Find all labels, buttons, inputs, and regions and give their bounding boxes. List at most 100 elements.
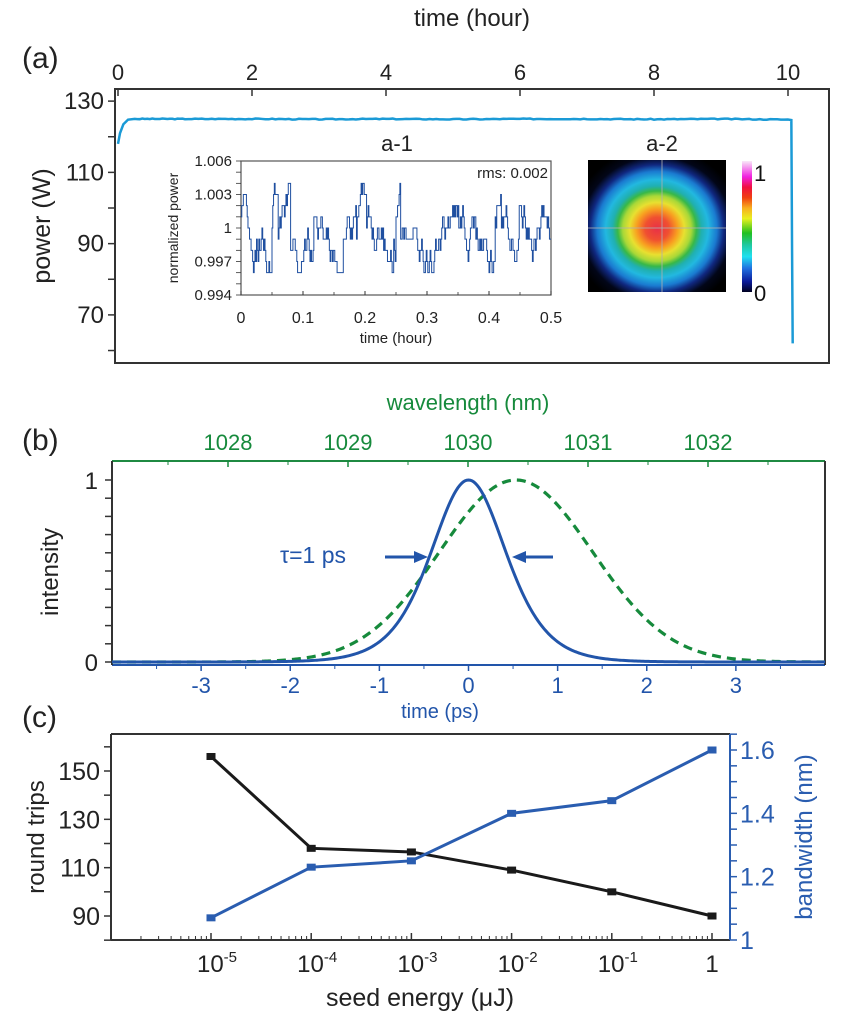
panel-a-xtick-label: 6 (514, 60, 526, 85)
panel-b-xtick-label: -2 (280, 673, 300, 698)
bandwidth-marker (507, 809, 517, 817)
inset-a1-xtick-label: 0 (237, 310, 246, 327)
inset-a1-ylabel: normalized power (165, 172, 181, 283)
inset-a1-xlabel: time (hour) (360, 330, 433, 347)
panel-c-y2tick-label: 1.4 (740, 800, 775, 828)
inset-a1-ytick-label: 0.994 (194, 287, 232, 304)
round-trips-marker (607, 888, 617, 896)
beam-profile-image (588, 160, 726, 292)
panel-b-xtick-label: -1 (370, 673, 390, 698)
panel-c-series (206, 746, 717, 922)
panel-b-spectrum-curve (112, 478, 826, 664)
panel-c-y2tick-label: 1.6 (740, 737, 775, 765)
panel-a-ytick-label: 110 (66, 159, 104, 186)
panel-c-ytick-label: 90 (72, 903, 100, 931)
bandwidth-marker (206, 914, 216, 922)
panel-label-a: (a) (22, 42, 59, 75)
panel-c-ticks: 10-5 10-4 10-3 10-2 10-1 1 90 110 130 150 1 1.2 1.4 1… (58, 733, 775, 978)
panel-c-ylabel: round trips (23, 780, 50, 893)
round-trips-marker (406, 848, 416, 856)
panel-c-ytick-label: 150 (58, 758, 100, 786)
inset-a1-ytick-label: 1.003 (194, 187, 232, 204)
bandwidth-marker (306, 863, 316, 871)
panel-b: -3 -2 -1 0 1 2 3 1028 1029 1030 1031 1032 0 1 wavelen… (37, 390, 826, 723)
panel-b-ylabel: intensity (37, 528, 64, 616)
panel-label-c: (c) (22, 701, 57, 734)
inset-a1-xtick-label: 0.4 (478, 310, 500, 327)
panel-b-x2label: wavelength (nm) (386, 390, 550, 415)
panel-c-xtick-exponent: -3 (424, 949, 437, 966)
panel-a-power-trace (116, 117, 794, 344)
panel-c-xlabel: seed energy (μJ) (326, 984, 514, 1012)
panel-a-x-ticks: 0 2 4 6 8 10 (112, 60, 800, 96)
inset-a1-label: a-1 (381, 131, 413, 156)
panel-b-x2tick-label: 1032 (684, 430, 733, 455)
round-trips-marker (507, 866, 517, 874)
colorbar-min-label: 0 (754, 281, 766, 306)
panel-b-ytick-label: 0 (85, 650, 98, 677)
inset-a1-xtick-label: 0.5 (540, 310, 562, 327)
bandwidth-marker (707, 746, 717, 754)
panel-a-y-ticks: 70 90 110 130 (64, 88, 115, 352)
inset-a1-xtick-label: 0.2 (354, 310, 376, 327)
inset-a1-ticks: 0 0.1 0.2 0.3 0.4 0.5 0.994 0.997 1 1.003 1.006 (194, 153, 562, 327)
arrow-left-to-pulse (385, 551, 428, 563)
panel-a-xtick-label: 2 (246, 60, 258, 85)
bandwidth-marker (406, 857, 416, 865)
round-trips-line (209, 755, 713, 918)
panel-c: 10-5 10-4 10-3 10-2 10-1 1 90 110 130 150 1 1.2 1.4 1… (23, 733, 818, 1012)
panel-a-xtick-label: 10 (776, 60, 800, 85)
inset-a1-ytick-label: 1.006 (194, 153, 232, 170)
bandwidth-line (210, 748, 713, 920)
panel-c-y2tick-label: 1.2 (740, 864, 775, 892)
inset-a1-xtick-label: 0.3 (416, 310, 438, 327)
panel-b-xtick-label: 0 (462, 673, 474, 698)
inset-a1: a-1 0 0.1 0.2 0.3 0.4 0.5 0.994 0.997 1 1.003 1.00… (165, 131, 562, 347)
panel-b-xtick-label: 2 (641, 673, 653, 698)
panel-c-xtick-label: 1 (705, 951, 718, 978)
panel-c-xtick-label: 10-1 (598, 949, 638, 978)
panel-c-xtick-label: 10-4 (297, 949, 337, 978)
inset-a2-label: a-2 (646, 131, 678, 156)
panel-a-ylabel: power (W) (28, 168, 56, 283)
panel-c-y2tick-label: 1 (740, 927, 754, 955)
panel-b-x2tick-label: 1029 (324, 430, 373, 455)
inset-a1-xtick-label: 0.1 (292, 310, 314, 327)
inset-a2: a-2 (588, 131, 766, 306)
colorbar (742, 161, 752, 292)
inset-a1-ytick-label: 1 (224, 220, 232, 237)
panel-b-ytick-label: 1 (85, 468, 98, 495)
panel-b-pulse-curve (112, 478, 825, 664)
panel-c-xtick-label: 10-2 (498, 949, 538, 978)
panel-b-x2tick-label: 1030 (444, 430, 493, 455)
panel-b-tau-annotation: τ=1 ps (280, 542, 346, 568)
bandwidth-marker (607, 797, 617, 805)
panel-a-frame (114, 88, 830, 364)
panel-a-xtick-label: 0 (112, 60, 124, 85)
panel-c-y2label: bandwidth (nm) (791, 754, 818, 919)
panel-b-xtick-label: 1 (552, 673, 564, 698)
panel-c-xtick-exponent: -5 (224, 949, 237, 966)
inset-a1-rms: rms: 0.002 (477, 165, 548, 182)
panel-a-ytick-label: 130 (64, 88, 104, 115)
panel-c-xtick-label: 10-3 (397, 949, 437, 978)
panel-a-ytick-label: 90 (77, 231, 104, 258)
panel-b-ticks: -3 -2 -1 0 1 2 3 1028 1029 1030 1031 1032 0 1 (85, 430, 781, 698)
colorbar-max-label: 1 (754, 161, 766, 186)
panel-b-x2tick-label: 1028 (204, 430, 253, 455)
inset-a1-trace (241, 182, 551, 274)
panel-c-xtick-exponent: -1 (624, 949, 637, 966)
round-trips-marker (306, 844, 316, 852)
panel-a-xlabel: time (hour) (414, 5, 530, 32)
panel-b-x2tick-label: 1031 (564, 430, 613, 455)
panel-b-xlabel: time (ps) (401, 701, 479, 723)
inset-a1-ytick-label: 0.997 (194, 254, 232, 271)
panel-label-b: (b) (22, 424, 59, 457)
panel-b-xtick-label: -3 (191, 673, 211, 698)
panel-a-ytick-label: 70 (77, 302, 104, 329)
panel-c-xtick-exponent: -2 (524, 949, 537, 966)
round-trips-marker (707, 912, 717, 920)
panel-a-xtick-label: 8 (648, 60, 660, 85)
arrow-right-to-pulse (512, 551, 553, 563)
